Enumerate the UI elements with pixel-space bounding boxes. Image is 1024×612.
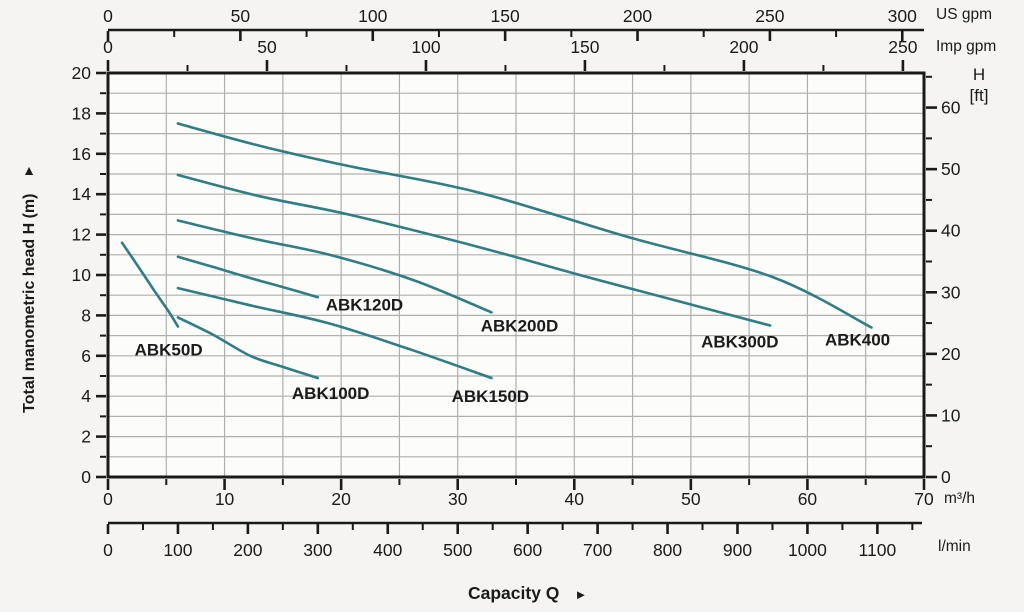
tick-label-head-m: 12 <box>72 225 91 245</box>
tick-label-m3h: 30 <box>448 489 468 509</box>
tick-label-imp-gpm: 50 <box>257 37 277 57</box>
curves: ABK50D ABK100D ABK120D ABK150D ABK200D ABK300… <box>120 122 890 406</box>
tick-label-head-m: 10 <box>72 265 92 285</box>
bottom-axis-m3h: 0 10 20 30 40 50 60 70 <box>103 479 934 509</box>
y-axis-title: Total manometric head H (m) ▲ <box>21 88 39 488</box>
curve-ABK50D <box>120 241 180 328</box>
right-arrow-icon: ► <box>574 587 588 602</box>
lmin-unit-label: l/min <box>938 538 971 555</box>
head-ft-unit-label-h: H <box>972 65 986 84</box>
tick-label-lmin: 0 <box>103 540 113 560</box>
curve-ABK120D <box>176 255 320 299</box>
curve-ABK300D <box>176 173 772 327</box>
tick-label-head-m: 6 <box>81 346 91 366</box>
tick-label-us-gpm: 150 <box>491 6 520 26</box>
us-gpm-unit-label: US gpm <box>936 6 992 23</box>
tick-label-us-gpm: 200 <box>623 6 652 26</box>
tick-label-m3h: 10 <box>215 489 235 509</box>
curve-label-ABK200D: ABK200D <box>481 317 558 336</box>
tick-label-lmin: 600 <box>513 540 542 560</box>
left-axis-head-m: 0 2 4 6 8 10 12 14 16 18 20 <box>72 63 106 487</box>
tick-label-us-gpm: 100 <box>358 6 387 26</box>
top-axis-imp-gpm: 0 50 100 150 200 250 <box>103 37 918 71</box>
tick-label-lmin: 700 <box>583 540 612 560</box>
imp-gpm-unit-label: Imp gpm <box>936 38 997 55</box>
head-ft-unit-label-ft: [ft] <box>969 86 989 105</box>
tick-label-us-gpm: 0 <box>103 6 113 26</box>
tick-label-lmin: 200 <box>233 540 262 560</box>
tick-label-us-gpm: 50 <box>231 6 251 26</box>
plot-border <box>106 71 926 479</box>
tick-label-imp-gpm: 100 <box>411 37 440 57</box>
tick-label-imp-gpm: 200 <box>729 37 758 57</box>
tick-label-head-ft: 10 <box>941 405 961 425</box>
tick-label-head-m: 4 <box>81 386 91 406</box>
curve-label-ABK300D: ABK300D <box>701 333 778 352</box>
tick-label-us-gpm: 250 <box>755 6 784 26</box>
tick-label-imp-gpm: 150 <box>570 37 599 57</box>
curve-ABK150D <box>176 286 493 380</box>
bottom-axis-lmin: 0 100 200 300 400 500 600 700 800 900 1000 1100 <box>103 521 922 560</box>
up-arrow-icon: ▲ <box>22 162 36 179</box>
tick-label-lmin: 300 <box>303 540 332 560</box>
curve-label-ABK100D: ABK100D <box>292 384 369 403</box>
tick-label-head-m: 2 <box>81 427 91 447</box>
tick-label-m3h: 40 <box>565 489 585 509</box>
x-axis-title: Capacity Q ► <box>468 583 587 604</box>
tick-label-m3h: 20 <box>331 489 351 509</box>
tick-label-lmin: 100 <box>163 540 192 560</box>
tick-label-head-ft: 50 <box>941 159 961 179</box>
tick-label-head-ft: 40 <box>941 221 961 241</box>
tick-label-lmin: 500 <box>443 540 472 560</box>
tick-label-head-ft: 0 <box>941 467 951 487</box>
tick-label-m3h: 60 <box>798 489 818 509</box>
tick-label-m3h: 50 <box>681 489 701 509</box>
tick-label-head-ft: 60 <box>941 98 961 118</box>
curve-label-ABK120D: ABK120D <box>326 295 403 314</box>
x-axis-title-text: Capacity Q <box>468 583 560 603</box>
tick-label-head-m: 8 <box>81 305 91 325</box>
tick-label-m3h: 70 <box>914 489 934 509</box>
tick-label-head-m: 18 <box>72 103 91 123</box>
tick-label-head-ft: 30 <box>941 282 961 302</box>
y-axis-title-text: Total manometric head H (m) <box>21 193 38 413</box>
tick-label-us-gpm: 300 <box>888 6 917 26</box>
tick-label-head-m: 0 <box>81 467 91 487</box>
tick-label-lmin: 800 <box>653 540 682 560</box>
tick-label-head-ft: 20 <box>941 344 961 364</box>
tick-label-head-m: 14 <box>72 184 92 204</box>
curve-label-ABK50D: ABK50D <box>135 341 203 360</box>
right-axis-head-ft: 0 10 20 30 40 50 60 <box>926 75 961 487</box>
tick-label-head-m: 16 <box>72 144 91 164</box>
curve-label-ABK400: ABK400 <box>825 331 890 350</box>
tick-label-lmin: 1000 <box>788 540 827 560</box>
curve-label-ABK150D: ABK150D <box>452 387 529 406</box>
curve-ABK100D <box>176 316 320 380</box>
top-axis-us-gpm: 0 50 100 150 200 250 300 <box>103 6 924 41</box>
tick-label-imp-gpm: 250 <box>888 37 917 57</box>
tick-label-imp-gpm: 0 <box>103 37 113 57</box>
tick-label-lmin: 900 <box>723 540 752 560</box>
grid <box>108 73 924 477</box>
curve-ABK200D <box>176 219 493 314</box>
tick-label-head-m: 20 <box>72 63 92 83</box>
curve-ABK400 <box>176 122 873 329</box>
tick-label-m3h: 0 <box>103 489 113 509</box>
tick-label-lmin: 400 <box>373 540 402 560</box>
tick-label-lmin: 1100 <box>859 540 897 560</box>
m3h-unit-label: m³/h <box>944 490 975 507</box>
